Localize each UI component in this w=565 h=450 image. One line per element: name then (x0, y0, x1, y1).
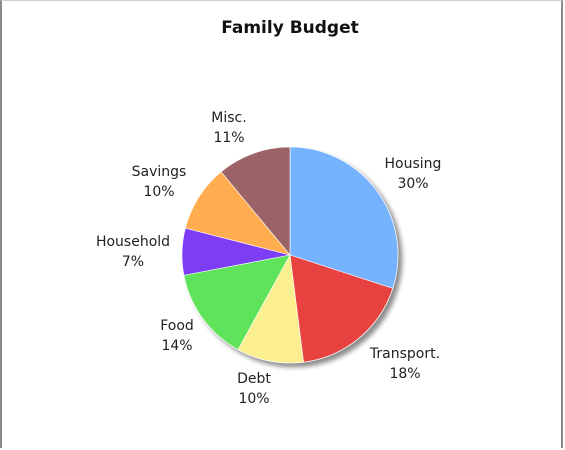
slice-label: Savings (132, 164, 187, 180)
pie-slice-food (183, 254, 291, 351)
slice-label: Transport. (369, 346, 440, 362)
pie-labels: Housing 30% Transport. 18% Debt 10% Food 14% Hou… (96, 110, 442, 407)
slice-label: Housing (385, 156, 442, 172)
chart-title: Family Budget (221, 18, 359, 38)
slice-label: Food (160, 318, 194, 334)
pie-slices (181, 146, 399, 364)
slice-percent-label: 10% (143, 184, 174, 200)
slice-label: Household (96, 234, 170, 250)
pie-slice-housing (289, 146, 399, 289)
pie-slice-transport (289, 254, 394, 363)
slice-percent-label: 18% (389, 366, 420, 382)
slice-percent-label: 30% (397, 176, 428, 192)
slice-percent-label: 14% (161, 338, 192, 354)
slice-label: Debt (237, 371, 271, 387)
slice-percent-label: 10% (238, 391, 269, 407)
slice-label: Misc. (211, 110, 246, 126)
slice-percent-label: 7% (122, 254, 144, 270)
slice-percent-label: 11% (213, 130, 244, 146)
pie-slice-misc (220, 146, 291, 256)
